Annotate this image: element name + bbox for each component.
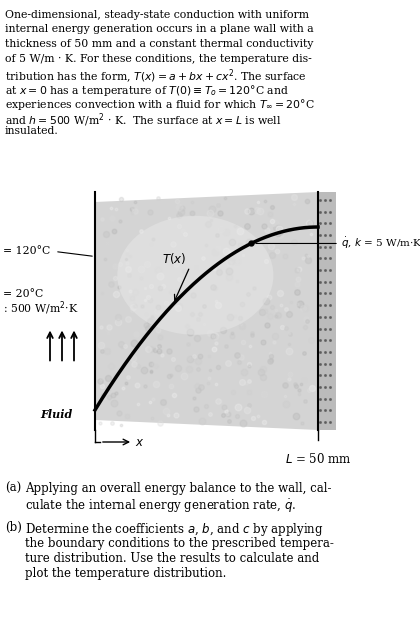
Text: Applying an overall energy balance to the wall, cal-: Applying an overall energy balance to th… xyxy=(25,482,331,495)
Text: $x$: $x$ xyxy=(135,436,144,450)
Text: = 20°C: = 20°C xyxy=(3,289,43,299)
Text: Fluid: Fluid xyxy=(40,409,72,421)
Text: the boundary conditions to the prescribed tempera-: the boundary conditions to the prescribe… xyxy=(25,537,334,549)
Text: ture distribution. Use the results to calculate and: ture distribution. Use the results to ca… xyxy=(25,552,319,565)
Text: thickness of 50 mm and a constant thermal conductivity: thickness of 50 mm and a constant therma… xyxy=(5,39,313,49)
Text: tribution has the form, $T(x) = a + bx + cx^2$. The surface: tribution has the form, $T(x) = a + bx +… xyxy=(5,68,307,86)
Polygon shape xyxy=(95,192,318,430)
Text: $L$ = 50 mm: $L$ = 50 mm xyxy=(285,452,351,466)
Text: (b): (b) xyxy=(5,521,22,534)
Text: : 500 W/m$^2$·K: : 500 W/m$^2$·K xyxy=(3,300,79,317)
Text: culate the internal energy generation rate, $\dot{q}$.: culate the internal energy generation ra… xyxy=(25,497,296,515)
Text: $T(x)$: $T(x)$ xyxy=(162,251,186,266)
Ellipse shape xyxy=(117,216,273,335)
Text: = 120°C: = 120°C xyxy=(3,246,50,256)
Text: plot the temperature distribution.: plot the temperature distribution. xyxy=(25,567,226,581)
Bar xyxy=(318,192,336,430)
Text: (a): (a) xyxy=(5,482,21,495)
Text: insulated.: insulated. xyxy=(5,126,59,136)
Text: $\dot{q}$, $k$ = 5 W/m$\cdot$K: $\dot{q}$, $k$ = 5 W/m$\cdot$K xyxy=(341,236,420,251)
Text: experiences convection with a fluid for which $T_\infty = 20$°C: experiences convection with a fluid for … xyxy=(5,97,315,112)
Text: One-dimensional, steady-state conduction with uniform: One-dimensional, steady-state conduction… xyxy=(5,10,309,20)
Text: of 5 W/m · K. For these conditions, the temperature dis-: of 5 W/m · K. For these conditions, the … xyxy=(5,53,312,63)
Text: at $x = 0$ has a temperature of $T(0) \equiv T_o = 120$°C and: at $x = 0$ has a temperature of $T(0) \e… xyxy=(5,83,289,98)
Text: and $h = 500$ W/m$^2$ · K.  The surface at $x = L$ is well: and $h = 500$ W/m$^2$ · K. The surface a… xyxy=(5,112,281,129)
Text: Determine the coefficients $a$, $b$, and $c$ by applying: Determine the coefficients $a$, $b$, and… xyxy=(25,521,324,538)
Text: internal energy generation occurs in a plane wall with a: internal energy generation occurs in a p… xyxy=(5,24,314,34)
